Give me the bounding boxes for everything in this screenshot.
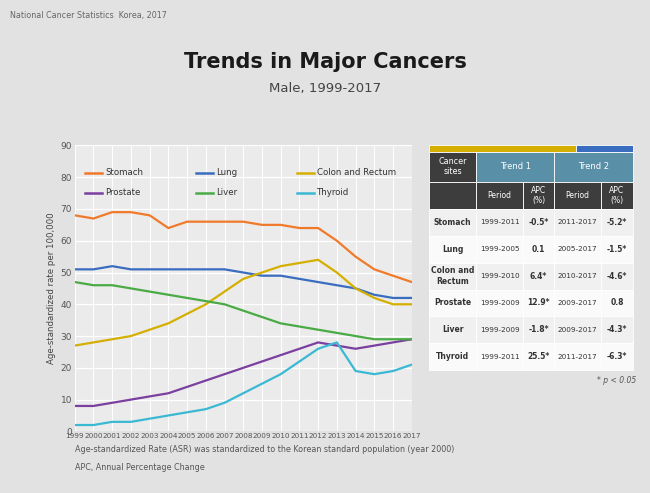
Bar <box>601 289 632 317</box>
Bar <box>554 152 632 182</box>
Text: -6.3*: -6.3* <box>606 352 627 361</box>
Bar <box>430 182 476 209</box>
Text: Age-standardized Rate (ASR) was standardized to the Korean standard population (: Age-standardized Rate (ASR) was standard… <box>75 445 454 454</box>
Text: Trend 2: Trend 2 <box>578 162 609 171</box>
Text: National Cancer Statistics  Korea, 2017: National Cancer Statistics Korea, 2017 <box>10 11 166 20</box>
Bar <box>476 343 523 370</box>
Bar <box>601 182 632 209</box>
Text: 1999-2009: 1999-2009 <box>480 300 519 306</box>
Bar <box>576 145 632 152</box>
Text: Lung: Lung <box>442 245 463 254</box>
Text: -5.2*: -5.2* <box>606 218 627 227</box>
Text: 12.9*: 12.9* <box>527 298 550 308</box>
Text: Colon and Rectum: Colon and Rectum <box>317 168 396 177</box>
Bar <box>476 236 523 263</box>
Bar <box>523 236 554 263</box>
Bar <box>430 145 576 152</box>
Text: Liver: Liver <box>216 188 237 197</box>
Bar <box>554 263 601 289</box>
Text: Stomach: Stomach <box>105 168 143 177</box>
Text: Prostate: Prostate <box>434 298 471 308</box>
Bar <box>430 209 476 236</box>
Text: 1999-2010: 1999-2010 <box>480 273 519 279</box>
Text: Stomach: Stomach <box>434 218 471 227</box>
Text: 2011-2017: 2011-2017 <box>558 219 597 225</box>
Bar <box>554 182 601 209</box>
Text: Trend 1: Trend 1 <box>500 162 531 171</box>
Bar <box>476 152 554 182</box>
Bar <box>554 317 601 343</box>
Bar <box>554 343 601 370</box>
Text: Period: Period <box>566 191 590 200</box>
Bar <box>476 209 523 236</box>
Text: Cancer
sites: Cancer sites <box>439 157 467 176</box>
Text: APC, Annual Percentage Change: APC, Annual Percentage Change <box>75 463 205 472</box>
Text: 2010-2017: 2010-2017 <box>558 273 597 279</box>
Bar <box>523 182 554 209</box>
Bar <box>430 289 476 317</box>
Text: Period: Period <box>488 191 512 200</box>
Text: 1999-2011: 1999-2011 <box>480 354 519 360</box>
Bar <box>476 289 523 317</box>
Text: Lung: Lung <box>216 168 237 177</box>
Text: 2011-2017: 2011-2017 <box>558 354 597 360</box>
Text: 6.4*: 6.4* <box>530 272 547 281</box>
Text: APC
(%): APC (%) <box>609 186 625 205</box>
Text: -1.5*: -1.5* <box>606 245 627 254</box>
Bar <box>523 209 554 236</box>
Bar <box>430 317 476 343</box>
Text: 1999-2005: 1999-2005 <box>480 246 519 252</box>
Bar <box>476 317 523 343</box>
Bar <box>554 209 601 236</box>
Bar <box>430 343 476 370</box>
Text: Thyroid: Thyroid <box>436 352 469 361</box>
Bar <box>430 152 476 182</box>
Bar <box>523 289 554 317</box>
Text: Thyroid: Thyroid <box>317 188 350 197</box>
Bar <box>476 263 523 289</box>
Text: 1999-2009: 1999-2009 <box>480 327 519 333</box>
Bar <box>430 236 476 263</box>
Text: 0.1: 0.1 <box>532 245 545 254</box>
Text: -0.5*: -0.5* <box>528 218 549 227</box>
Text: 2009-2017: 2009-2017 <box>558 300 597 306</box>
Text: -4.6*: -4.6* <box>606 272 627 281</box>
Bar <box>601 263 632 289</box>
Text: 2005-2017: 2005-2017 <box>558 246 597 252</box>
Y-axis label: Age-standardized rate per 100,000: Age-standardized rate per 100,000 <box>47 212 57 364</box>
Text: Trends in Major Cancers: Trends in Major Cancers <box>183 52 467 71</box>
Text: -4.3*: -4.3* <box>606 325 627 334</box>
Bar <box>523 263 554 289</box>
Text: * p < 0.05: * p < 0.05 <box>597 376 636 385</box>
Bar <box>601 236 632 263</box>
Text: Colon and
Rectum: Colon and Rectum <box>431 266 474 286</box>
Text: Liver: Liver <box>442 325 463 334</box>
Text: 2009-2017: 2009-2017 <box>558 327 597 333</box>
Text: APC
(%): APC (%) <box>531 186 546 205</box>
Text: 0.8: 0.8 <box>610 298 623 308</box>
Bar <box>523 317 554 343</box>
Text: 25.5*: 25.5* <box>528 352 550 361</box>
Bar <box>601 317 632 343</box>
Text: -1.8*: -1.8* <box>528 325 549 334</box>
Bar <box>554 236 601 263</box>
Text: Prostate: Prostate <box>105 188 140 197</box>
Bar <box>601 343 632 370</box>
Bar <box>523 343 554 370</box>
Bar <box>601 209 632 236</box>
Bar <box>476 182 523 209</box>
Text: 1999-2011: 1999-2011 <box>480 219 519 225</box>
Text: Male, 1999-2017: Male, 1999-2017 <box>269 82 381 95</box>
Bar <box>430 263 476 289</box>
Bar <box>554 289 601 317</box>
